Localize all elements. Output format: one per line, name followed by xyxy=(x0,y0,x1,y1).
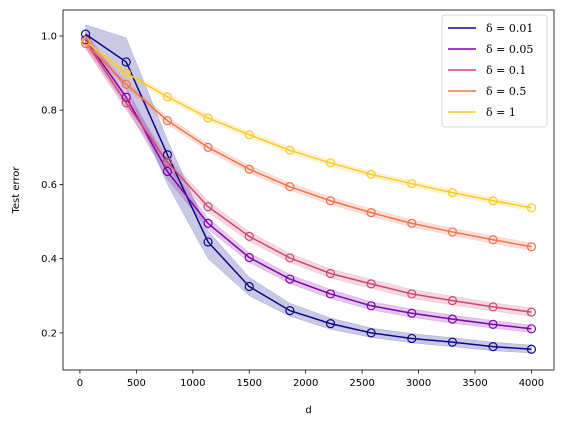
data-point xyxy=(244,231,254,241)
legend: δ = 0.01 δ = 0.05 δ = 0.1 δ = 0.5 δ = 1 xyxy=(441,14,548,128)
data-point xyxy=(407,289,417,299)
data-point xyxy=(80,36,91,47)
series-line-3 xyxy=(85,42,532,248)
data-point xyxy=(526,307,537,317)
legend-label: δ = 1 xyxy=(486,106,516,119)
data-point xyxy=(285,306,295,316)
data-point xyxy=(285,253,295,263)
data-point xyxy=(447,296,458,306)
data-point xyxy=(244,281,254,292)
data-point xyxy=(325,158,336,168)
x-axis: 0 500 1000 1500 2000 2500 3000 3500 4000 xyxy=(77,370,544,389)
data-point xyxy=(407,218,417,228)
y-tick-label: 0.2 xyxy=(41,328,57,339)
legend-label: δ = 0.05 xyxy=(486,43,533,56)
data-point xyxy=(121,79,131,89)
y-axis: 0.2 0.4 0.6 0.8 1.0 xyxy=(41,31,63,339)
x-tick-label: 2000 xyxy=(293,378,318,389)
data-point xyxy=(447,188,458,198)
legend-label: δ = 0.1 xyxy=(486,64,526,77)
x-tick-label: 4000 xyxy=(519,378,544,389)
data-point xyxy=(407,179,417,189)
data-point xyxy=(488,342,498,352)
data-point xyxy=(203,142,213,152)
x-tick-label: 1500 xyxy=(237,378,262,389)
y-tick-label: 1.0 xyxy=(41,31,57,42)
data-point xyxy=(325,319,336,329)
legend-label: δ = 0.5 xyxy=(486,85,526,98)
series-line-4 xyxy=(85,40,532,209)
x-tick-label: 1000 xyxy=(180,378,205,389)
data-point xyxy=(488,302,498,312)
data-point xyxy=(526,324,537,334)
data-point xyxy=(203,218,213,228)
data-point xyxy=(488,235,498,245)
x-tick-label: 0 xyxy=(77,378,83,389)
data-point xyxy=(366,208,376,218)
x-tick-label: 500 xyxy=(127,378,146,389)
data-point xyxy=(447,314,458,324)
legend-label: δ = 0.01 xyxy=(486,22,533,35)
plot-frame xyxy=(62,9,555,371)
x-tick-label: 2500 xyxy=(349,378,374,389)
data-point xyxy=(121,98,131,108)
y-tick-label: 0.4 xyxy=(41,254,57,265)
x-axis-label: d xyxy=(305,405,311,416)
data-point xyxy=(526,242,537,252)
data-point xyxy=(325,268,336,279)
data-point xyxy=(447,337,458,347)
data-point xyxy=(244,164,254,174)
data-point xyxy=(162,115,173,126)
data-point xyxy=(407,308,417,318)
data-point xyxy=(325,196,336,206)
data-point xyxy=(121,57,131,67)
data-point xyxy=(203,113,213,123)
data-point xyxy=(325,289,336,299)
data-point xyxy=(488,319,498,329)
data-point xyxy=(244,130,254,140)
data-point xyxy=(526,344,537,354)
x-tick-label: 3500 xyxy=(462,378,487,389)
data-point xyxy=(162,166,173,177)
series-line-2 xyxy=(84,41,532,313)
series-markers xyxy=(80,29,537,354)
data-point xyxy=(203,237,213,247)
data-point xyxy=(121,68,131,78)
data-point xyxy=(366,169,376,180)
data-point xyxy=(407,333,417,344)
x-tick-label: 3000 xyxy=(406,378,431,389)
y-tick-label: 0.6 xyxy=(41,180,57,191)
data-point xyxy=(285,274,295,284)
data-point xyxy=(488,196,498,206)
data-point xyxy=(121,92,131,102)
data-point xyxy=(447,227,458,237)
y-tick-label: 0.8 xyxy=(41,106,57,117)
data-point xyxy=(285,182,295,192)
confidence-band-4 xyxy=(85,37,532,212)
data-point xyxy=(203,202,213,212)
series-lines xyxy=(84,33,532,350)
data-point xyxy=(162,92,173,102)
data-point xyxy=(162,157,173,167)
series-line-1 xyxy=(84,39,532,330)
y-axis-label: Test error xyxy=(11,166,22,215)
data-point xyxy=(366,279,376,289)
legend-box xyxy=(441,14,548,128)
data-point xyxy=(366,301,376,311)
data-point xyxy=(244,252,254,263)
data-point xyxy=(285,145,295,155)
data-point xyxy=(526,203,537,213)
series-line-0 xyxy=(85,33,532,350)
data-point xyxy=(366,328,376,338)
